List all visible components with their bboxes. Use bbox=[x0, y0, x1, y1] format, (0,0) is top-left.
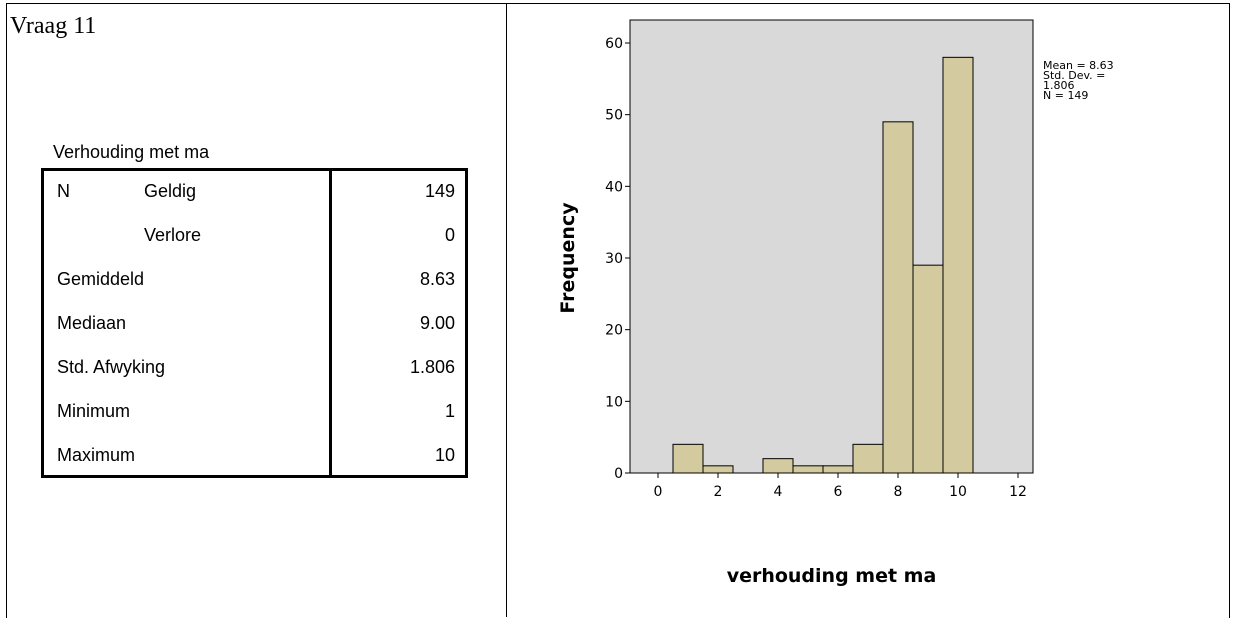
row-value: 1.806 bbox=[409, 357, 455, 377]
table-row: Minimum 1 bbox=[44, 393, 465, 429]
row-label: Std. Afwyking bbox=[57, 357, 166, 377]
statistics-table: N Geldig 149 Verlore 0 Gemiddeld 8.63 Me… bbox=[41, 168, 468, 478]
row-label: Minimum bbox=[57, 401, 131, 421]
table-row: N Geldig 149 bbox=[44, 173, 465, 209]
y-tick-label: 0 bbox=[614, 466, 623, 482]
y-tick-label: 30 bbox=[605, 251, 623, 267]
row-label: N bbox=[57, 181, 70, 201]
histogram-bar bbox=[702, 465, 734, 474]
document-frame bbox=[6, 3, 1230, 618]
stats-legend-line: N = 149 bbox=[1043, 89, 1088, 102]
question-title: Vraag 11 bbox=[10, 13, 97, 39]
stats-legend-line: Mean = 8.63 bbox=[1043, 59, 1114, 72]
y-tick-label: 40 bbox=[605, 179, 623, 195]
stats-legend-line: Std. Dev. = bbox=[1043, 69, 1105, 82]
row-value: 149 bbox=[424, 181, 455, 201]
x-tick-label: 10 bbox=[949, 484, 967, 500]
y-tick-label: 10 bbox=[605, 394, 623, 410]
row-label: Gemiddeld bbox=[57, 269, 145, 289]
stats-legend-line: 1.806 bbox=[1043, 79, 1075, 92]
row-sublabel: Geldig bbox=[144, 181, 197, 201]
x-tick-label: 12 bbox=[1009, 484, 1027, 500]
y-tick-label: 20 bbox=[605, 323, 623, 339]
table-row: Gemiddeld 8.63 bbox=[44, 261, 465, 297]
histogram-bar bbox=[912, 264, 944, 474]
row-value: 1 bbox=[444, 401, 455, 421]
x-tick-label: 4 bbox=[774, 484, 783, 500]
histogram-bar bbox=[672, 443, 704, 474]
row-value: 9.00 bbox=[419, 313, 455, 333]
histogram-bar bbox=[822, 465, 854, 474]
x-tick-label: 0 bbox=[654, 484, 663, 500]
table-caption: Verhouding met ma bbox=[53, 142, 210, 162]
histogram-chart: 0 10 20 30 40 50 60 0 2 4 6 8 10 12 verhouding met ma F… bbox=[557, 19, 1114, 587]
x-tick-label: 2 bbox=[714, 484, 723, 500]
row-label: Maximum bbox=[57, 445, 136, 465]
row-value: 8.63 bbox=[419, 269, 455, 289]
x-tick-label: 8 bbox=[894, 484, 903, 500]
x-tick-label: 6 bbox=[834, 484, 843, 500]
table-row: Maximum 10 bbox=[44, 437, 465, 473]
y-tick-label: 50 bbox=[605, 108, 623, 124]
table-divider bbox=[329, 168, 332, 478]
row-value: 0 bbox=[444, 225, 455, 245]
x-axis-label: verhouding met ma bbox=[727, 565, 937, 587]
table-row: Std. Afwyking 1.806 bbox=[44, 349, 465, 385]
histogram-bar bbox=[762, 458, 794, 474]
y-tick-label: 60 bbox=[605, 36, 623, 52]
column-divider bbox=[506, 3, 507, 617]
row-label: Mediaan bbox=[57, 313, 127, 333]
table-row: Verlore 0 bbox=[44, 217, 465, 253]
table-row: Mediaan 9.00 bbox=[44, 305, 465, 341]
histogram-bar bbox=[792, 465, 824, 474]
y-axis-label: Frequency bbox=[557, 202, 579, 314]
row-value: 10 bbox=[434, 445, 455, 465]
row-sublabel: Verlore bbox=[144, 225, 202, 245]
histogram-bar bbox=[852, 443, 884, 474]
histogram-bar bbox=[942, 56, 974, 474]
histogram-bar bbox=[882, 121, 914, 474]
